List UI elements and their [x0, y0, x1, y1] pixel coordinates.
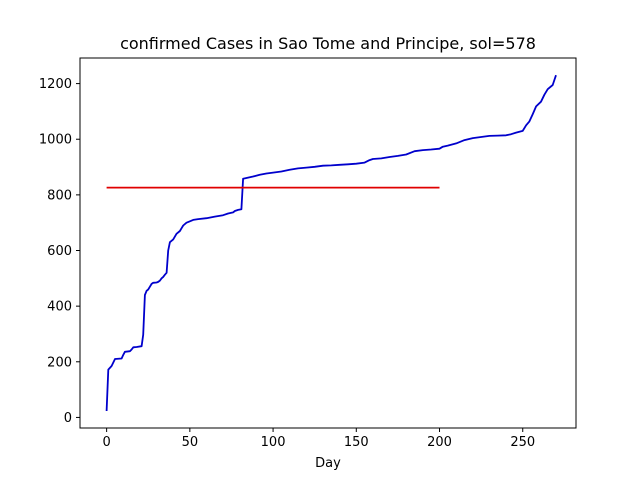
plot-frame — [79, 57, 577, 429]
y-tick-label: 400 — [47, 300, 72, 315]
x-axis-label: Day — [315, 456, 341, 471]
x-tick-label: 150 — [344, 435, 369, 450]
y-tick-label: 1200 — [39, 77, 72, 92]
y-tick-label: 800 — [47, 188, 72, 203]
x-tick-label: 200 — [427, 435, 452, 450]
y-tick-label: 0 — [64, 411, 72, 426]
cases-line — [105, 74, 557, 412]
y-tick-label: 200 — [47, 355, 72, 370]
y-tick-label: 600 — [47, 244, 72, 259]
x-tick-label: 100 — [261, 435, 286, 450]
y-tick-label: 1000 — [39, 133, 72, 148]
x-tick-label: 50 — [182, 435, 199, 450]
x-tick-label: 0 — [102, 435, 110, 450]
x-tick-label: 250 — [510, 435, 535, 450]
y-axis: 0 200 400 600 800 1000 1200 — [39, 77, 80, 426]
x-axis: 0 50 100 150 200 250 — [102, 428, 535, 450]
chart-title: confirmed Cases in Sao Tome and Principe… — [120, 34, 536, 53]
plot-area — [105, 74, 557, 412]
